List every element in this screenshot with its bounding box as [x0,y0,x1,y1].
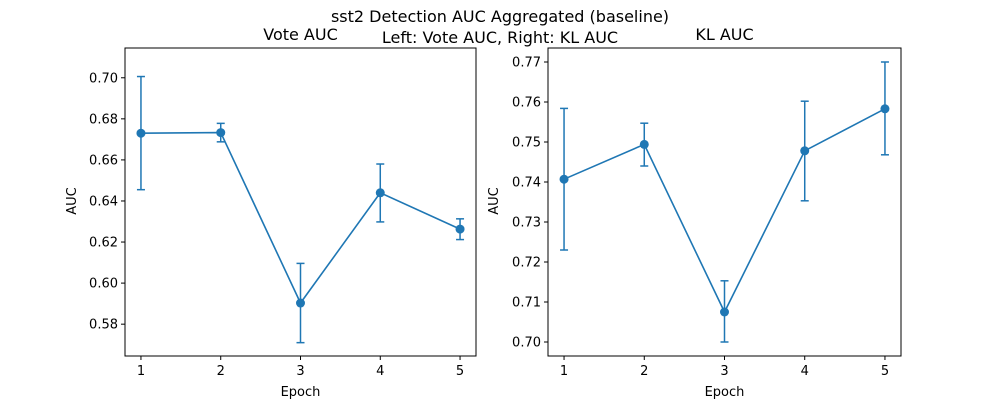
kl-auc-xtick-label: 5 [881,364,889,379]
vote-auc-xtick-label: 4 [376,364,384,379]
kl-auc-xtick-label: 2 [640,364,648,379]
kl-auc-data-point [800,146,810,156]
vote-auc-ytick-label: 0.70 [89,71,118,86]
vote-auc-xtick-label: 5 [456,364,464,379]
vote-auc-ytick-label: 0.66 [89,153,118,168]
kl-auc-ytick-label: 0.76 [512,96,541,111]
kl-auc-data-point [720,307,729,317]
kl-auc-data-point [639,139,649,149]
kl-auc-xtick-label: 1 [560,364,568,379]
vote-auc-ytick-label: 0.64 [89,194,118,209]
kl-auc-xtick-label: 3 [720,364,728,379]
kl-auc-plot-frame [547,47,902,357]
vote-auc-data-point [136,128,146,138]
vote-auc-data-point [216,128,226,138]
vote-auc-xtick-label: 3 [296,364,304,379]
figure-suptitle-line2: Left: Vote AUC, Right: KL AUC [382,28,618,47]
kl-auc-xtick-label: 4 [801,364,809,379]
vote-auc-data-point [296,298,305,308]
kl-auc-data-point [880,104,890,114]
vote-auc-data-point [455,224,465,234]
vote-auc-ytick-label: 0.60 [89,277,118,292]
kl-auc-chart: KL AUC Epoch AUC 0.70 0.71 0.72 0.73 0.74 0.7… [487,25,902,400]
kl-auc-ytick-label: 0.70 [512,336,541,351]
kl-auc-ylabel: AUC [487,187,502,215]
vote-auc-xlabel: Epoch [281,385,321,400]
kl-auc-title: KL AUC [695,25,753,44]
kl-auc-ytick-label: 0.74 [512,176,541,191]
vote-auc-xtick-label: 2 [217,364,225,379]
figure-suptitle-line1: sst2 Detection AUC Aggregated (baseline) [331,7,669,26]
kl-auc-ytick-label: 0.72 [512,256,541,271]
vote-auc-ylabel: AUC [65,187,80,215]
vote-auc-ytick-label: 0.68 [89,112,118,127]
vote-auc-ytick-label: 0.62 [89,236,118,251]
vote-auc-data-point [375,188,385,198]
kl-auc-ytick-label: 0.73 [512,216,541,231]
vote-auc-xtick-label: 1 [137,364,145,379]
kl-auc-ytick-label: 0.75 [512,136,541,151]
kl-auc-data-point [559,174,569,184]
kl-auc-ytick-label: 0.71 [512,296,541,311]
kl-auc-ytick-label: 0.77 [512,56,541,71]
kl-auc-xlabel: Epoch [705,385,745,400]
vote-auc-title: Vote AUC [263,25,338,44]
vote-auc-chart: Vote AUC Epoch AUC 0.58 0.60 0.62 0.64 0.66 0… [65,25,477,400]
vote-auc-plot-frame [124,47,477,357]
vote-auc-ytick-label: 0.58 [89,318,118,333]
